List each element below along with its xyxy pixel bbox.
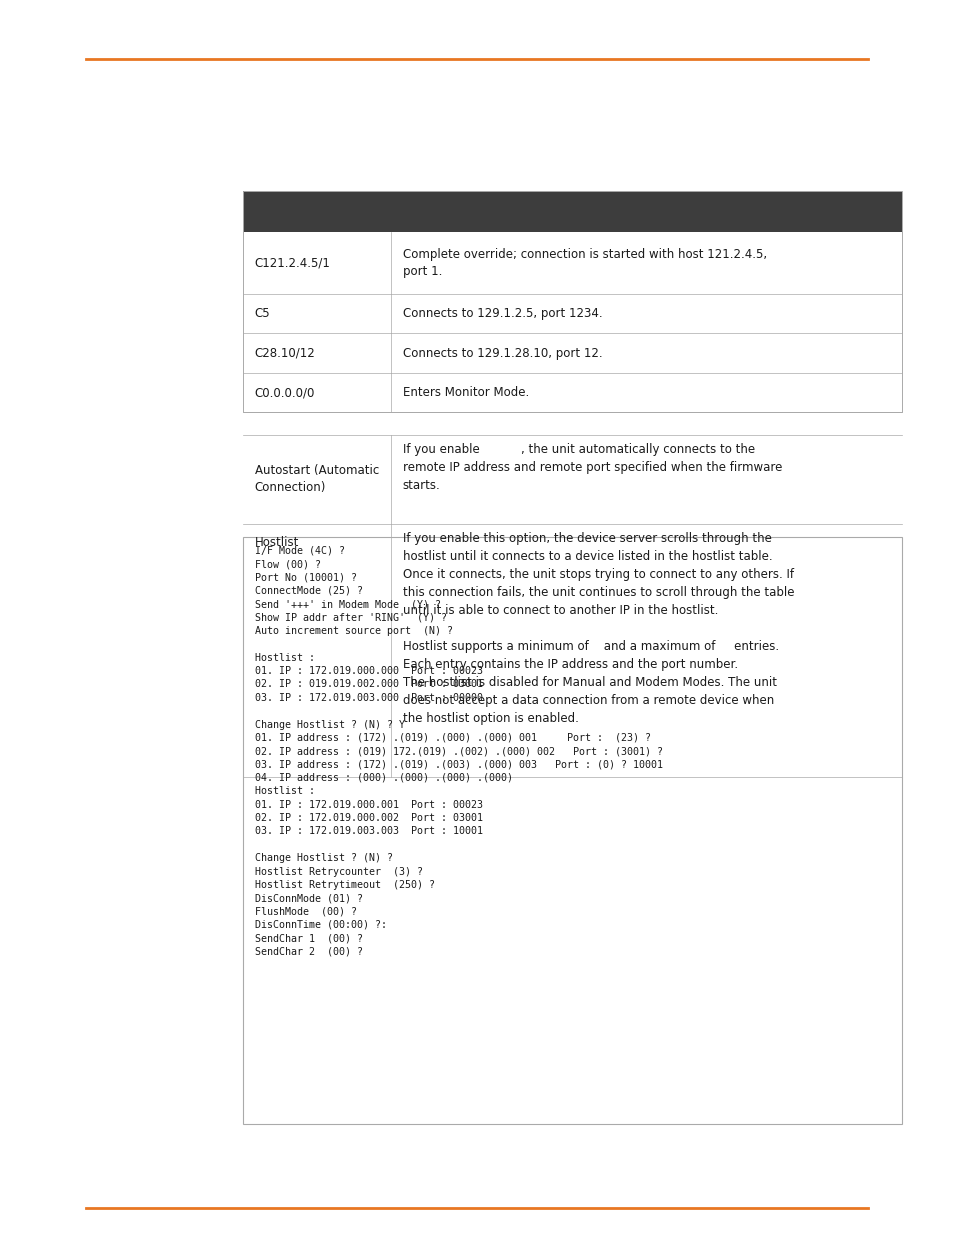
Text: C0.0.0.0/0: C0.0.0.0/0 [254,387,314,399]
Text: I/F Mode (4C) ?
Flow (00) ?
Port No (10001) ?
ConnectMode (25) ?
Send '+++' in M: I/F Mode (4C) ? Flow (00) ? Port No (100… [254,546,662,957]
Text: Enters Monitor Mode.: Enters Monitor Mode. [402,387,528,399]
Text: Complete override; connection is started with host 121.2.4.5,
port 1.: Complete override; connection is started… [402,248,766,278]
Text: Autostart (Automatic
Connection): Autostart (Automatic Connection) [254,464,378,494]
Text: Connects to 129.1.28.10, port 12.: Connects to 129.1.28.10, port 12. [402,347,601,359]
Bar [243,191,901,232]
Text: C28.10/12: C28.10/12 [254,347,315,359]
Text: If you enable this option, the device server scrolls through the
hostlist until : If you enable this option, the device se… [402,532,793,725]
Text: C121.2.4.5/1: C121.2.4.5/1 [254,257,331,269]
Text: Connects to 129.1.2.5, port 1234.: Connects to 129.1.2.5, port 1234. [402,308,601,320]
Bar [243,191,901,412]
Text: C5: C5 [254,308,270,320]
Bar [243,537,901,1124]
Text: If you enable           , the unit automatically connects to the
remote IP addre: If you enable , the unit automatically c… [402,443,781,493]
Text: Hostlist: Hostlist [254,536,299,550]
